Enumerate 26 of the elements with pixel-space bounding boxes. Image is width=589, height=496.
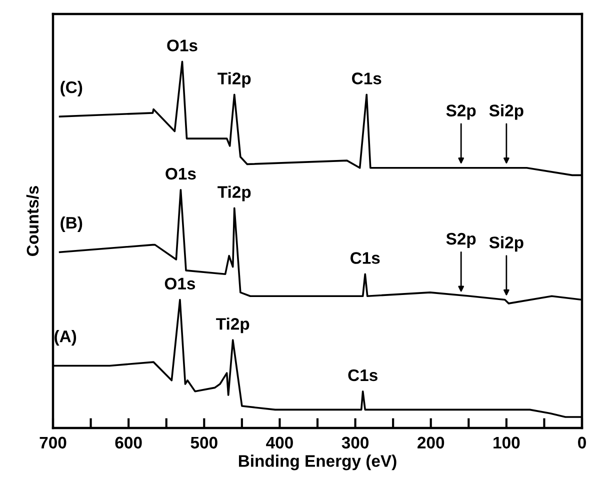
annotation: Ti2p bbox=[218, 186, 251, 202]
annotation: C1s bbox=[352, 72, 382, 84]
series-label: (A) bbox=[54, 330, 76, 346]
x-tick-label: 700 bbox=[40, 436, 66, 449]
x-axis-title: Binding Energy (eV) bbox=[238, 454, 396, 470]
x-tick-label: 600 bbox=[115, 436, 142, 449]
y-axis-title: Counts/s bbox=[26, 186, 39, 256]
x-tick-label: 0 bbox=[578, 436, 586, 449]
x-tick-label: 400 bbox=[266, 436, 293, 449]
annotation: Ti2p bbox=[218, 72, 251, 88]
annotation: S2p bbox=[446, 232, 476, 248]
x-tick-label: 500 bbox=[190, 436, 218, 449]
annotation: Ti2p bbox=[216, 318, 250, 334]
series-label: (B) bbox=[60, 216, 82, 232]
series-label: (C) bbox=[60, 80, 82, 96]
annotation: S2p bbox=[446, 104, 476, 120]
annotation: C1s bbox=[350, 252, 380, 264]
annotation: O1s bbox=[167, 40, 198, 52]
annotation: C1s bbox=[348, 369, 378, 382]
annotation: O1s bbox=[166, 168, 196, 180]
annotation: Si2p bbox=[489, 236, 524, 252]
annotation: O1s bbox=[164, 278, 196, 290]
x-tick-label: 200 bbox=[418, 436, 444, 449]
x-tick-label: 100 bbox=[494, 436, 520, 449]
x-tick-label: 300 bbox=[342, 436, 369, 449]
annotation: Si2p bbox=[489, 104, 524, 120]
